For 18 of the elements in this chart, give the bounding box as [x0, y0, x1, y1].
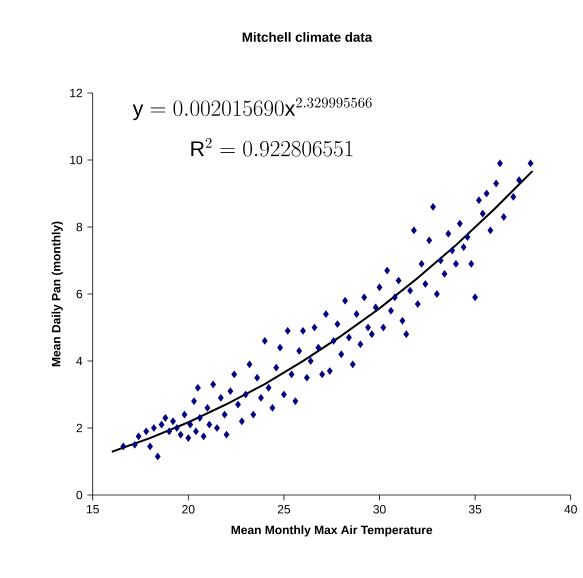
- annotation: $\mathrm{R}^{2} = 0.922806551$: [191, 138, 352, 157]
- y-tick-label: 10: [70, 156, 82, 164]
- x-axis-title: Mean Monthly Max Air Temperature: [232, 525, 432, 537]
- y-axis-title: Mean Daily Pan (monthly): [52, 222, 63, 366]
- annotation: $\mathrm{y} = 0.002015690\mathrm{x}^{2.329995566}$: [132, 98, 372, 120]
- x-tick-label: 20: [182, 505, 195, 514]
- y-tick-label: 12: [70, 88, 82, 98]
- x-tick-label: 30: [373, 505, 386, 514]
- x-tick-label: 40: [564, 505, 577, 514]
- x-tick-label: 35: [468, 505, 482, 514]
- y-tick-label: 8: [76, 222, 82, 232]
- y-tick-label: 2: [76, 424, 82, 432]
- chart-title: Mitchell climate data: [242, 32, 372, 42]
- y-tick-label: 4: [76, 356, 82, 366]
- y-tick-label: 0: [76, 490, 82, 500]
- x-tick-label: 15: [86, 505, 99, 514]
- y-tick-label: 6: [76, 290, 82, 298]
- x-tick-label: 25: [278, 505, 290, 514]
